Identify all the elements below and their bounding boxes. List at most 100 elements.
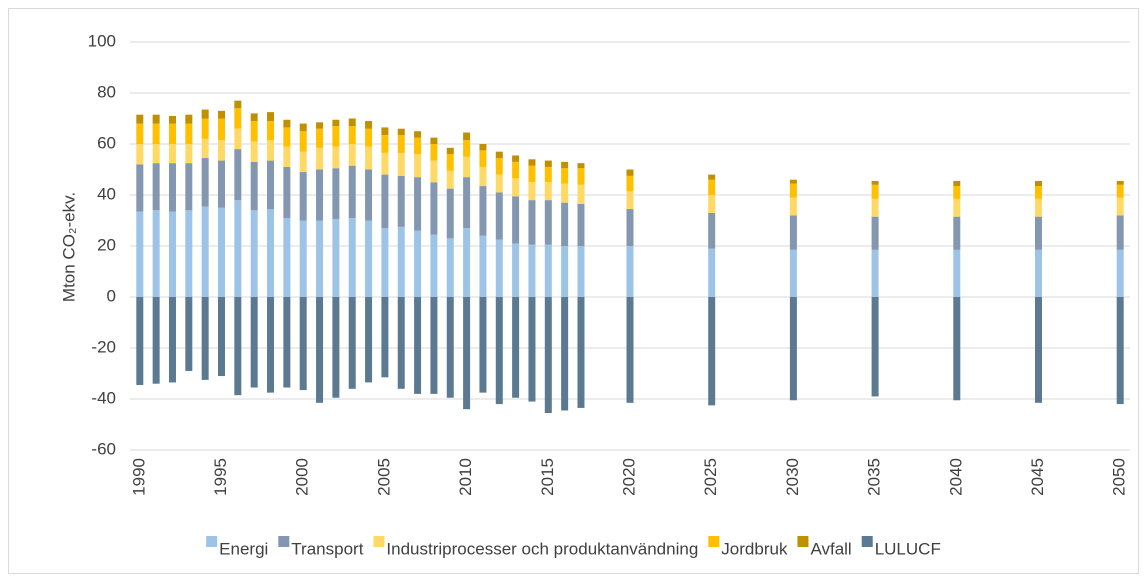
x-tick-label: 1990 [129,458,148,496]
bar-segment [544,160,552,167]
bar-segment [250,161,258,211]
bar-segment [316,147,324,170]
bar-segment [218,118,226,141]
bar-segment [495,158,503,175]
bar-segment [953,186,961,199]
bar-segment [708,179,716,195]
bar-segment [512,155,520,162]
bar-segment [397,297,405,389]
bar-segment [234,200,242,297]
bar-segment [528,297,536,402]
bar-segment [136,164,144,212]
bar-segment [708,174,716,180]
bar-segment [544,182,552,201]
bar-segment [871,216,879,250]
bar-segment [234,149,242,201]
bar-segment [953,216,961,250]
bar-segment [871,249,879,297]
y-tick-label: 40 [97,184,116,203]
bar-segment [267,140,275,161]
bar-segment [1116,297,1124,405]
bar-segment [430,160,438,183]
bar-segment [528,159,536,166]
bar-segment [136,144,144,165]
bar-segment [316,169,324,221]
x-tick-label: 2005 [374,458,393,496]
bar-segment [1116,184,1124,198]
bar-segment [168,144,176,164]
bar-segment [218,160,226,208]
bar-segment [446,297,454,398]
bar-segment [283,217,291,297]
bar-segment [577,203,585,246]
bar-segment [299,297,307,391]
bar-segment [185,123,193,144]
bar-segment [267,297,275,393]
bar-segment [414,297,422,394]
bar-segment [446,170,454,189]
bar-segment [528,200,536,245]
bar-segment [185,297,193,371]
y-tick-label: -20 [91,337,116,356]
bar-segment [479,144,487,151]
bar-segment [365,297,373,383]
bar-segment [626,209,634,246]
bar-segment [463,140,471,157]
bar-segment [185,210,193,297]
bar-segment [397,152,405,176]
bar-segment [512,161,520,179]
bar-segment [348,217,356,297]
y-axis-label: Mton CO₂-ekv. [59,192,78,302]
bar-segment [299,151,307,173]
bar-segment [234,100,242,109]
bar-segment [348,118,356,127]
bar-segment [495,239,503,297]
bar-segment [479,166,487,187]
bar-segment [201,118,209,139]
bar-segment [365,146,373,170]
bar-segment [953,198,961,217]
bar-segment [283,146,291,167]
bar-segment [1034,198,1042,217]
bar-segment [365,128,373,147]
bar-segment [544,244,552,297]
legend-swatch [861,536,873,547]
bar-segment [185,144,193,164]
bar-segment [1034,180,1042,187]
legend-swatch [278,536,290,547]
bar-segment [397,226,405,297]
bar-segment [316,220,324,297]
bar-segment [267,209,275,297]
bar-segment [136,123,144,144]
bar-segment [381,228,389,297]
bar-segment [512,297,520,398]
legend-swatch [373,536,385,547]
bar-segment [577,168,585,185]
legend-label: Energi [219,539,268,558]
bar-segment [544,166,552,183]
bar-segment [136,211,144,297]
bar-segment [512,196,520,244]
bar-segment [708,195,716,213]
bar-segment [381,174,389,229]
bar-segment [446,188,454,239]
y-tick-label: 20 [97,235,116,254]
bar-segment [397,175,405,227]
bar-segment [299,220,307,297]
bar-segment [299,123,307,132]
bar-segment [561,168,569,184]
bar-segment [495,151,503,159]
bar-segment [577,184,585,204]
bar-segment [463,228,471,297]
bar-segment [789,183,797,198]
bar-segment [871,184,879,199]
bar-segment [250,141,258,162]
legend-swatch [797,536,809,547]
legend-label: Industriprocesser och produktanvändning [386,539,698,558]
bar-segment [218,110,226,119]
bar-segment [348,297,356,389]
bar-segment [365,220,373,297]
bar-segment [1116,249,1124,297]
bar-segment [430,144,438,161]
bar-segment [365,169,373,221]
